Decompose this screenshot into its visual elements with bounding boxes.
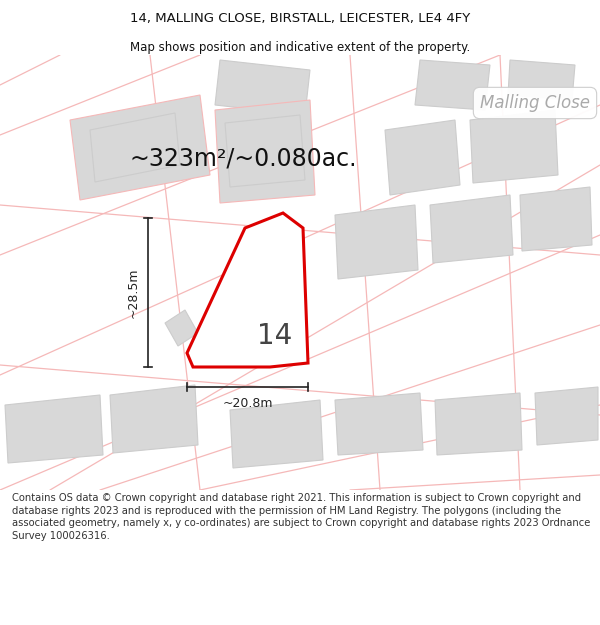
Polygon shape xyxy=(110,385,198,453)
Polygon shape xyxy=(5,395,103,463)
Polygon shape xyxy=(335,205,418,279)
Polygon shape xyxy=(215,60,310,115)
Text: 14: 14 xyxy=(257,322,293,350)
Text: 14, MALLING CLOSE, BIRSTALL, LEICESTER, LE4 4FY: 14, MALLING CLOSE, BIRSTALL, LEICESTER, … xyxy=(130,12,470,25)
Text: Malling Close: Malling Close xyxy=(480,94,590,112)
Polygon shape xyxy=(335,393,423,455)
Polygon shape xyxy=(187,213,308,367)
Polygon shape xyxy=(225,115,305,187)
Polygon shape xyxy=(535,387,598,445)
Polygon shape xyxy=(470,110,558,183)
Polygon shape xyxy=(248,263,296,329)
Text: ~28.5m: ~28.5m xyxy=(127,268,140,318)
Polygon shape xyxy=(435,393,522,455)
Polygon shape xyxy=(90,113,180,182)
Polygon shape xyxy=(520,187,592,251)
Polygon shape xyxy=(415,60,490,110)
Polygon shape xyxy=(230,400,323,468)
Text: Contains OS data © Crown copyright and database right 2021. This information is : Contains OS data © Crown copyright and d… xyxy=(12,492,590,541)
Text: Map shows position and indicative extent of the property.: Map shows position and indicative extent… xyxy=(130,41,470,54)
Polygon shape xyxy=(430,195,513,263)
Polygon shape xyxy=(508,60,575,100)
Polygon shape xyxy=(70,95,210,200)
Polygon shape xyxy=(385,120,460,195)
Polygon shape xyxy=(165,310,198,346)
Text: ~20.8m: ~20.8m xyxy=(222,397,273,410)
Polygon shape xyxy=(215,100,315,203)
Text: ~323m²/~0.080ac.: ~323m²/~0.080ac. xyxy=(130,147,358,171)
